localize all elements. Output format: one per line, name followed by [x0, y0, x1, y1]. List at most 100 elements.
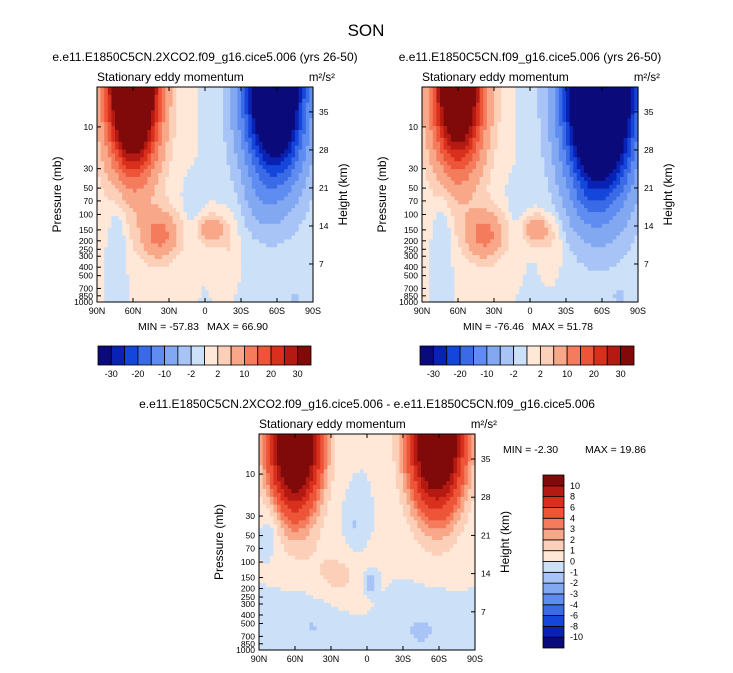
field-cell — [226, 165, 231, 170]
field-cell — [107, 196, 112, 201]
field-cell — [277, 200, 282, 205]
field-cell — [295, 196, 300, 201]
field-cell — [422, 161, 427, 166]
field-cell — [208, 90, 213, 96]
field-cell — [187, 122, 192, 127]
field-cell — [562, 118, 567, 123]
field-cell — [151, 298, 156, 303]
field-cell — [215, 118, 220, 123]
field-cell — [179, 173, 184, 178]
field-cell — [255, 145, 260, 151]
field-cell — [201, 200, 206, 205]
field-cell — [165, 94, 170, 100]
field-cell — [269, 188, 274, 194]
field-cell — [136, 110, 141, 115]
field-cell — [118, 98, 123, 104]
field-cell — [501, 94, 506, 100]
field-cell — [580, 130, 585, 135]
field-cell — [223, 200, 228, 205]
field-cell — [226, 110, 231, 115]
field-cell — [620, 118, 625, 123]
field-cell — [223, 157, 228, 162]
field-cell — [429, 102, 434, 108]
field-cell — [169, 118, 174, 123]
field-cell — [118, 231, 123, 237]
field-cell — [230, 94, 235, 100]
field-cell — [486, 165, 491, 170]
field-cell — [226, 208, 231, 213]
field-cell — [305, 282, 310, 287]
field-cell — [197, 145, 202, 151]
field-cell — [136, 176, 141, 182]
field-cell — [305, 122, 310, 127]
field-cell — [169, 102, 174, 108]
field-cell — [176, 270, 181, 276]
field-cell — [468, 176, 473, 182]
field-cell — [287, 90, 292, 96]
field-cell — [118, 255, 123, 260]
field-cell — [241, 208, 246, 213]
field-cell — [219, 282, 224, 287]
field-cell — [215, 165, 220, 170]
field-cell — [183, 274, 188, 280]
field-cell — [251, 98, 256, 104]
field-cell — [295, 161, 300, 166]
field-cell — [287, 231, 292, 237]
field-cell — [165, 153, 170, 158]
field-cell — [230, 212, 235, 217]
field-cell — [634, 180, 639, 186]
field-cell — [266, 270, 271, 276]
field-cell — [165, 298, 170, 303]
field-cell — [515, 122, 520, 127]
field-cell — [151, 110, 156, 115]
field-cell — [472, 145, 477, 151]
field-cell — [440, 98, 445, 104]
field-cell — [147, 126, 152, 131]
field-cell — [284, 259, 289, 264]
field-cell — [111, 145, 116, 151]
field-cell — [140, 208, 145, 213]
field-cell — [205, 126, 210, 131]
field-cell — [302, 188, 307, 194]
field-cell — [111, 98, 116, 104]
field-cell — [100, 110, 105, 115]
field-cell — [422, 176, 427, 182]
field-cell — [255, 102, 260, 108]
field-cell — [422, 98, 427, 104]
field-cell — [447, 137, 452, 143]
field-cell — [208, 106, 213, 112]
field-cell — [143, 141, 148, 147]
field-cell — [100, 176, 105, 182]
field-cell — [515, 114, 520, 119]
field-cell — [201, 219, 206, 225]
field-cell — [241, 216, 246, 221]
field-cell — [576, 176, 581, 182]
field-cell — [302, 208, 307, 213]
field-cell — [226, 212, 231, 217]
field-cell — [107, 94, 112, 100]
field-cell — [530, 114, 535, 119]
field-cell — [284, 114, 289, 119]
field-cell — [172, 243, 177, 248]
field-cell — [594, 145, 599, 151]
field-cell — [169, 145, 174, 151]
field-cell — [125, 259, 130, 264]
field-cell — [111, 223, 116, 229]
field-cell — [269, 200, 274, 205]
field-cell — [158, 255, 163, 260]
field-cell — [429, 122, 434, 127]
field-cell — [241, 118, 246, 123]
x-tick-label: 90S — [305, 306, 321, 316]
field-cell — [241, 196, 246, 201]
field-cell — [129, 157, 134, 162]
field-cell — [584, 110, 589, 115]
field-cell — [605, 87, 610, 92]
field-cell — [262, 270, 267, 276]
field-cell — [158, 204, 163, 209]
field-cell — [208, 204, 213, 209]
field-cell — [594, 161, 599, 166]
field-cell — [302, 192, 307, 198]
field-cell — [100, 227, 105, 233]
field-cell — [172, 184, 177, 190]
field-cell — [432, 118, 437, 123]
